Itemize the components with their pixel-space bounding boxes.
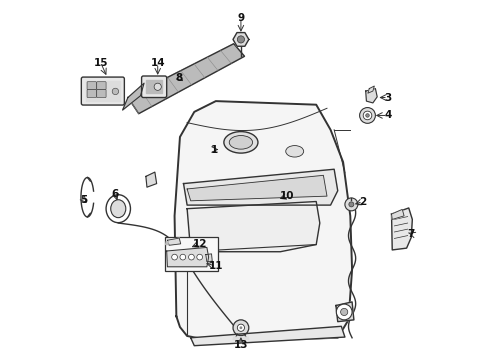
FancyBboxPatch shape [97, 82, 106, 90]
Circle shape [188, 254, 194, 260]
Text: 8: 8 [175, 73, 183, 83]
Polygon shape [183, 169, 337, 205]
Polygon shape [174, 101, 351, 341]
Polygon shape [391, 208, 411, 250]
Text: 13: 13 [233, 340, 247, 350]
Polygon shape [187, 202, 319, 252]
Circle shape [154, 83, 161, 90]
Circle shape [359, 108, 375, 123]
Text: 12: 12 [192, 239, 206, 249]
Circle shape [363, 111, 371, 120]
Polygon shape [335, 302, 353, 321]
Ellipse shape [106, 195, 130, 223]
FancyBboxPatch shape [87, 82, 96, 90]
FancyBboxPatch shape [164, 237, 218, 271]
Circle shape [233, 320, 248, 336]
Circle shape [112, 88, 119, 95]
Circle shape [340, 309, 347, 316]
Polygon shape [145, 172, 156, 187]
Circle shape [180, 254, 185, 260]
Text: 14: 14 [150, 58, 164, 68]
Text: 9: 9 [237, 13, 244, 23]
Polygon shape [205, 254, 212, 262]
Text: 11: 11 [208, 261, 223, 271]
Circle shape [171, 254, 177, 260]
Text: 3: 3 [384, 93, 391, 103]
Ellipse shape [110, 200, 125, 218]
Circle shape [237, 36, 244, 43]
Text: 10: 10 [279, 191, 293, 201]
Text: 2: 2 [359, 197, 366, 207]
Polygon shape [122, 83, 144, 110]
Text: 7: 7 [407, 229, 414, 239]
Polygon shape [167, 238, 180, 245]
Polygon shape [165, 242, 168, 244]
Polygon shape [187, 175, 326, 201]
Text: 5: 5 [80, 195, 87, 205]
Text: 6: 6 [112, 189, 119, 199]
Ellipse shape [224, 132, 258, 153]
FancyBboxPatch shape [81, 77, 124, 105]
Polygon shape [128, 44, 244, 114]
Polygon shape [233, 33, 248, 46]
Circle shape [237, 324, 244, 331]
FancyBboxPatch shape [87, 90, 96, 98]
Polygon shape [367, 86, 373, 93]
Polygon shape [365, 89, 376, 103]
Polygon shape [391, 210, 403, 220]
FancyBboxPatch shape [97, 90, 106, 98]
Ellipse shape [285, 145, 303, 157]
Circle shape [196, 254, 202, 260]
Circle shape [365, 114, 368, 117]
Polygon shape [86, 81, 120, 101]
Text: 15: 15 [94, 58, 108, 68]
Polygon shape [233, 337, 248, 339]
Text: 1: 1 [210, 144, 217, 154]
Polygon shape [190, 326, 344, 346]
Ellipse shape [229, 135, 252, 149]
Polygon shape [166, 247, 208, 267]
FancyBboxPatch shape [142, 76, 166, 98]
Polygon shape [145, 80, 162, 93]
Circle shape [348, 202, 353, 207]
Circle shape [239, 326, 242, 329]
Text: 4: 4 [384, 111, 391, 121]
Circle shape [336, 304, 351, 320]
Circle shape [344, 198, 357, 211]
